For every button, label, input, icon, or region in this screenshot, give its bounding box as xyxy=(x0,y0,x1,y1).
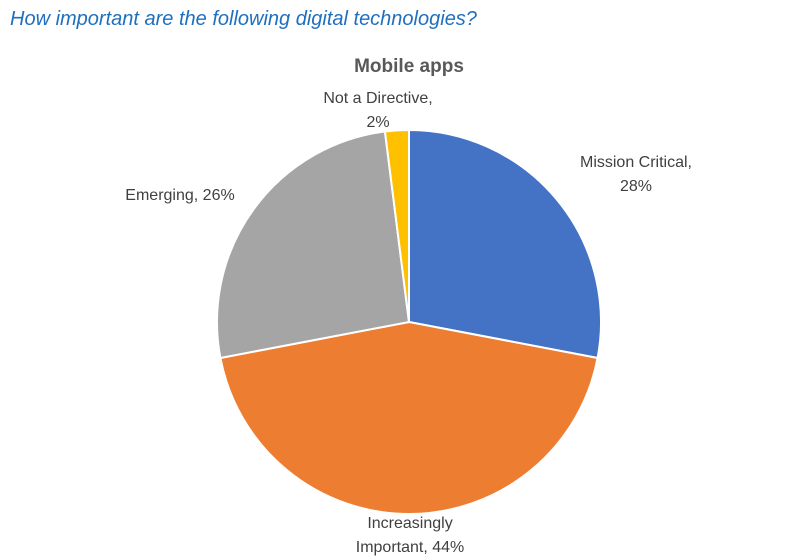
data-label-not-a-directive: Not a Directive, 2% xyxy=(323,90,432,131)
data-label-mission-critical: Mission Critical, 28% xyxy=(580,154,692,195)
data-label-increasingly-important: Increasingly Important, 44% xyxy=(356,515,465,556)
data-label-emerging: Emerging, 26% xyxy=(125,187,234,204)
chart-title: Mobile apps xyxy=(354,56,464,77)
pie-slice-mission-critical xyxy=(408,128,602,360)
question-heading: How important are the following digital … xyxy=(10,8,477,30)
pie-slice-emerging xyxy=(216,130,411,360)
pie-slice-not-a-directive xyxy=(383,128,410,323)
pie-slice-increasingly-important xyxy=(219,320,599,516)
